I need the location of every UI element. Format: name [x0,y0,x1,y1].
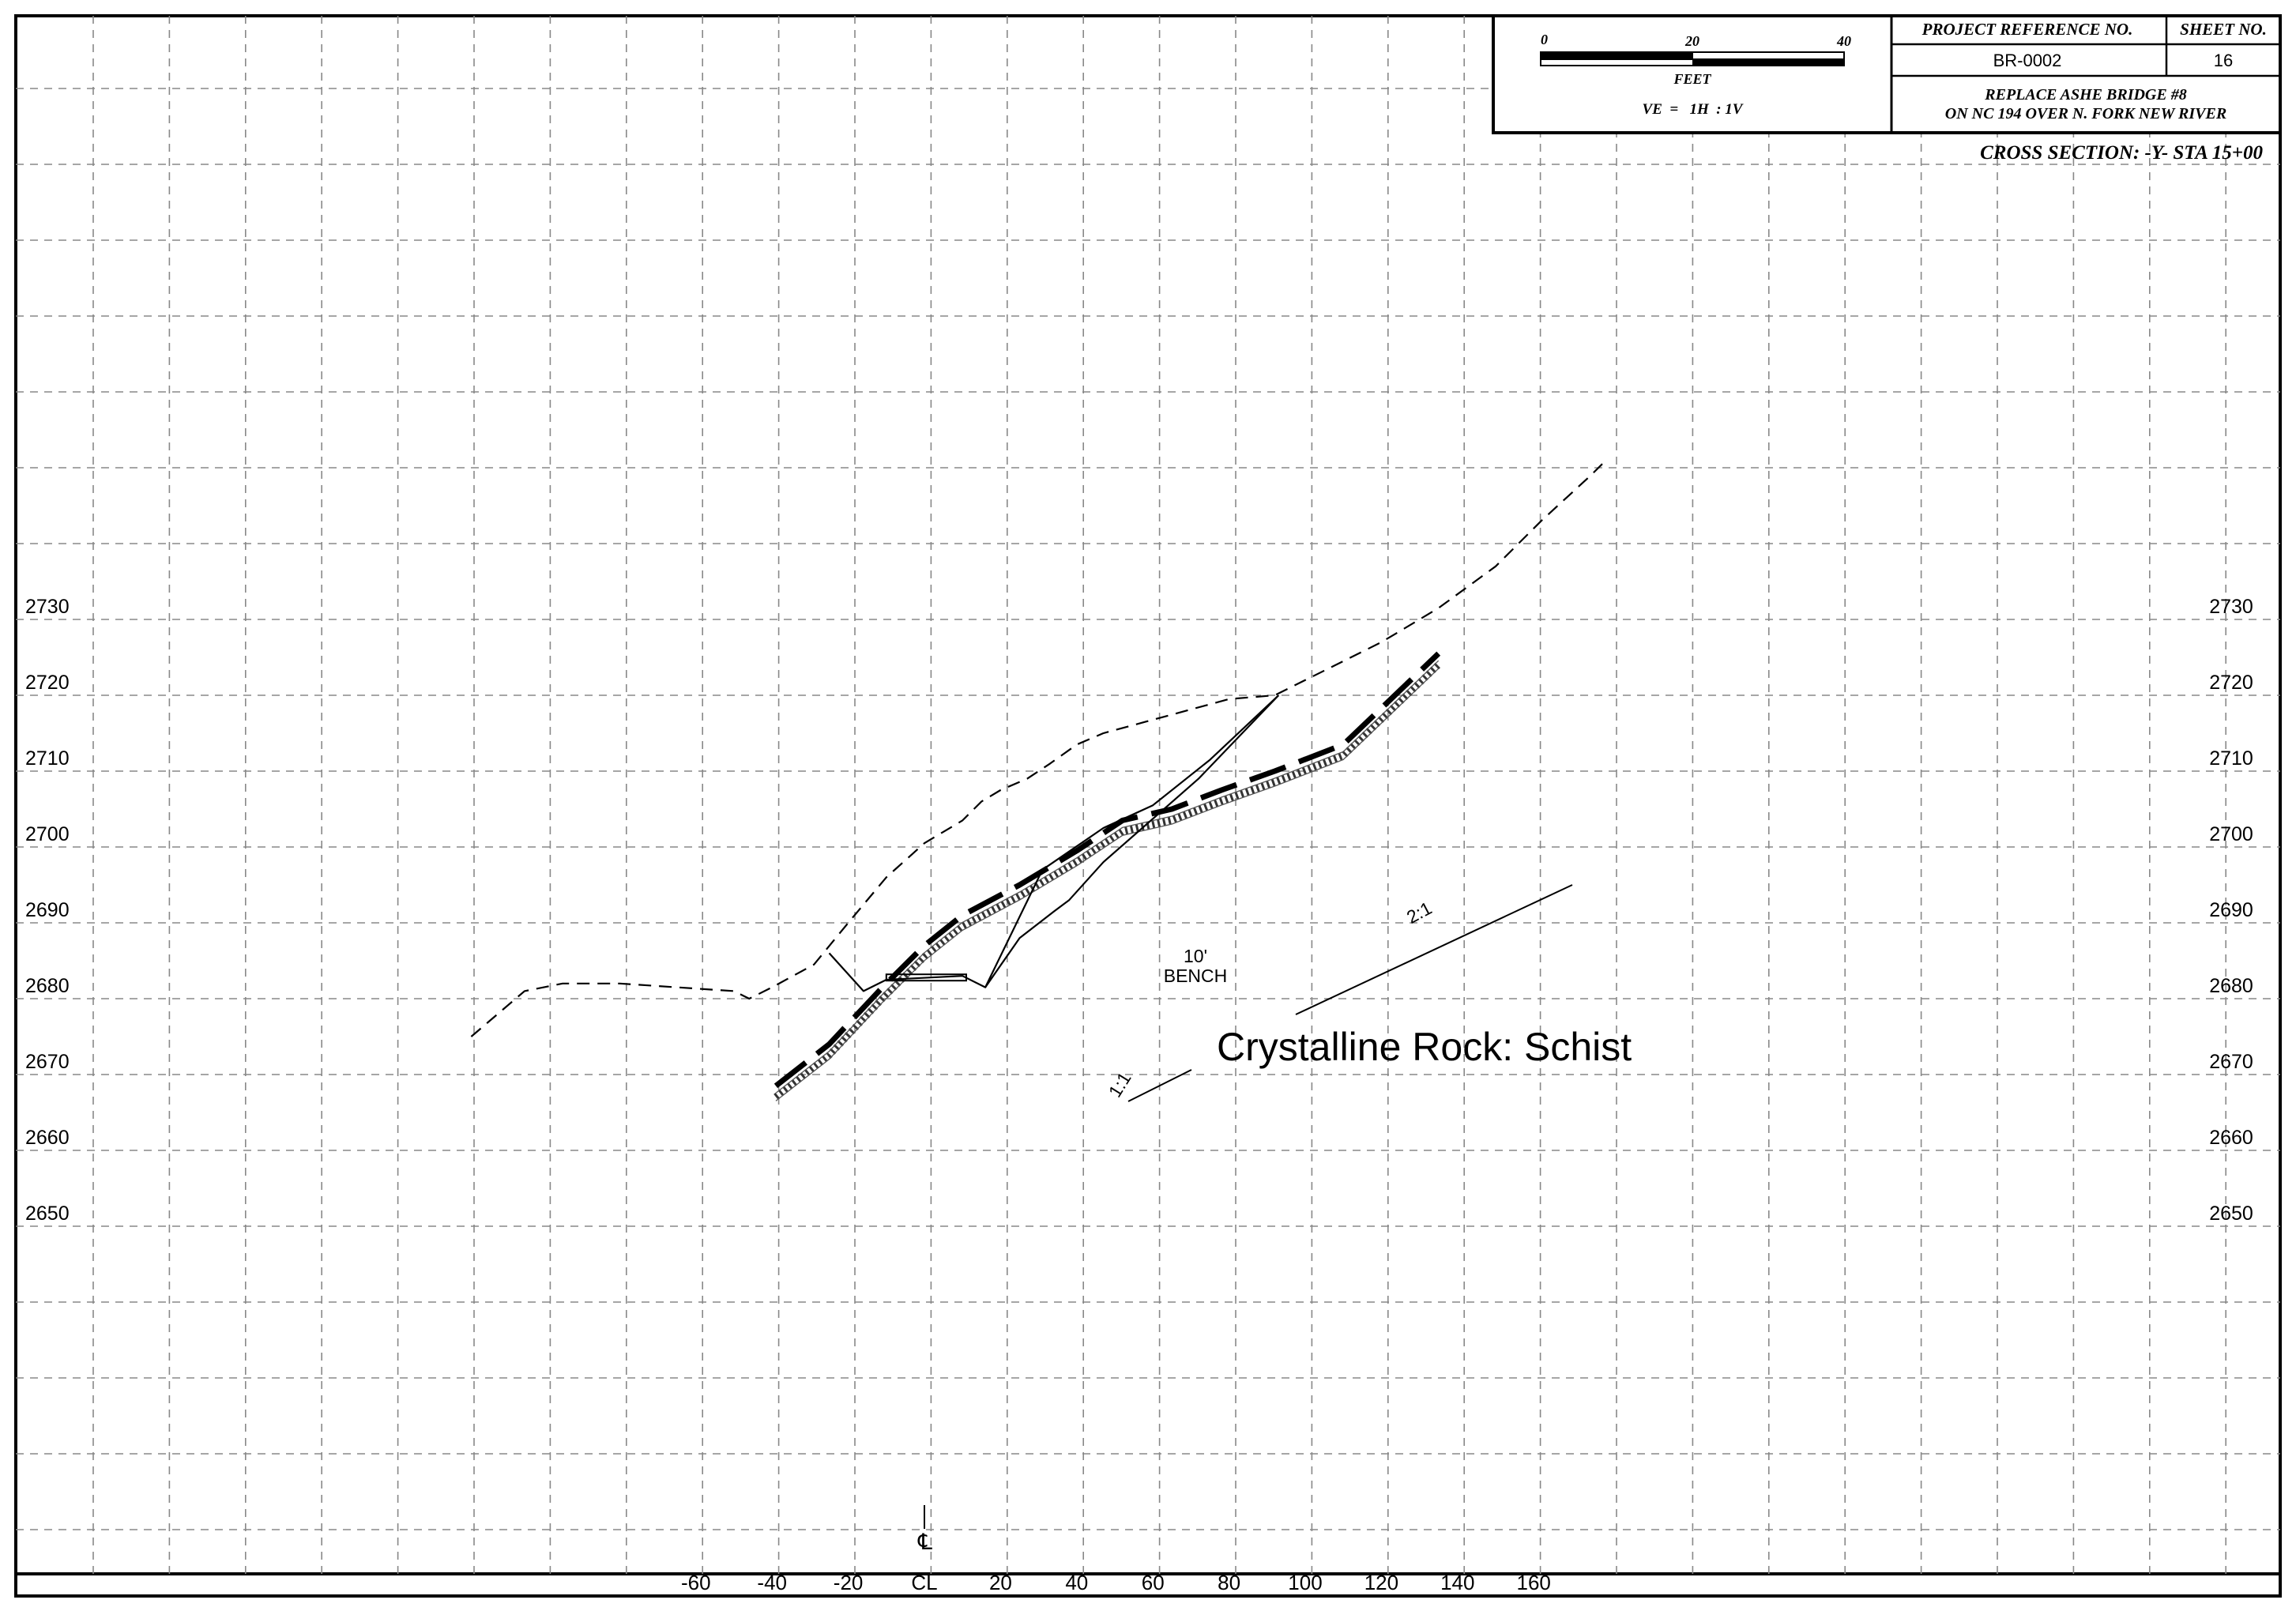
ditch-bottom [885,973,968,982]
elevation-label-left: 2720 [25,672,70,694]
title-block: 0 20 40 FEET VE = 1H : 1V PROJECT REFERE… [1492,14,2282,134]
offset-label: 100 [1288,1571,1322,1594]
rock-line [773,651,1441,1089]
project-reference-header: PROJECT REFERENCE NO. [1921,20,2133,39]
rock-hatch-band [773,660,1441,1101]
elevation-label-right: 2680 [2209,975,2253,997]
annotations: 10' BENCH 2:1 1:1 Crystalline Rock: Schi… [1105,884,1632,1102]
elevation-label-right: 2650 [2209,1203,2253,1225]
sheet-no: 16 [2214,51,2233,70]
elevation-labels-left: 2730 2720 2710 2700 2690 2680 2670 2660 2650 [25,596,70,1225]
elevation-label-right: 2700 [2209,823,2253,845]
elevation-label-right: 2710 [2209,747,2253,770]
rock-label: Crystalline Rock: Schist [1217,1025,1632,1069]
section-lines [470,463,1603,1089]
offset-label: 40 [1065,1571,1088,1594]
sheet-no-header: SHEET NO. [2180,20,2267,39]
bench-label-line2: BENCH [1164,965,1228,986]
rock-hatch-edge-lower [775,668,1440,1101]
title-block-frame [1492,14,2282,134]
elevation-label-left: 2730 [25,596,70,618]
grid [16,16,2280,1574]
scale-bar-lower-solid [1692,59,1844,66]
offset-label: 20 [989,1571,1012,1594]
elevation-label-left: 2680 [25,975,70,997]
offset-label: -40 [757,1571,787,1594]
proposed-cut-line [828,694,1280,992]
sheet-border [14,14,2282,1598]
offset-label: 160 [1517,1571,1551,1594]
elevation-label-right: 2690 [2209,899,2253,921]
proposed-cut-line [984,694,1280,988]
centerline-marker: ℄ [917,1505,932,1554]
section-title: CROSS SECTION: -Y- STA 15+00 [1980,142,2263,164]
scale-bar-solid [1540,51,1693,60]
offset-label: CL [911,1571,937,1594]
slope-leader-2-1 [1295,884,1573,1015]
elevation-label-left: 2700 [25,823,70,845]
elevation-label-left: 2670 [25,1051,70,1073]
centerline-symbol: ℄ [917,1530,932,1554]
elevation-labels-right: 2730 2720 2710 2700 2690 2680 2670 2660 2650 [2209,596,2253,1225]
bench-label-line1: 10' [1184,946,1207,966]
offset-label: -20 [834,1571,864,1594]
offset-label: 60 [1142,1571,1165,1594]
rock-hatch-fill [773,661,1441,1100]
scale-tick-0: 0 [1541,32,1548,47]
scale-bar-hollow [1692,51,1845,60]
elevation-label-right: 2670 [2209,1051,2253,1073]
description-line1: REPLACE ASHE BRIDGE #8 [1984,86,2186,104]
elevation-label-left: 2660 [25,1127,70,1149]
offset-label: -60 [681,1571,711,1594]
offset-label: 120 [1364,1571,1398,1594]
offset-label: 80 [1218,1571,1240,1594]
elevation-label-left: 2690 [25,899,70,921]
offset-labels: -60 -40 -20 CL 20 40 60 80 100 120 140 160 [681,1571,1551,1594]
description-line2: ON NC 194 OVER N. FORK NEW RIVER [1945,105,2226,122]
elevation-label-right: 2660 [2209,1127,2253,1149]
elevation-label-right: 2720 [2209,672,2253,694]
scale-tick-20: 20 [1684,33,1699,49]
elevation-label-left: 2650 [25,1203,70,1225]
offset-label: 140 [1440,1571,1474,1594]
slope-label-1-1: 1:1 [1105,1068,1135,1101]
slope-leader-1-1 [1127,1069,1192,1102]
elevation-label-left: 2710 [25,747,70,770]
scale-bar: 0 20 40 FEET VE = 1H : 1V [1540,32,1851,118]
scale-tick-40: 40 [1836,33,1851,49]
project-reference: BR-0002 [1993,51,2062,70]
ve-note: VE = 1H : 1V [1643,101,1744,118]
scale-unit: FEET [1673,71,1711,87]
rock-hatch-edge-upper [775,660,1440,1093]
elevation-label-right: 2730 [2209,596,2253,618]
existing-ground-line [470,463,1603,1037]
